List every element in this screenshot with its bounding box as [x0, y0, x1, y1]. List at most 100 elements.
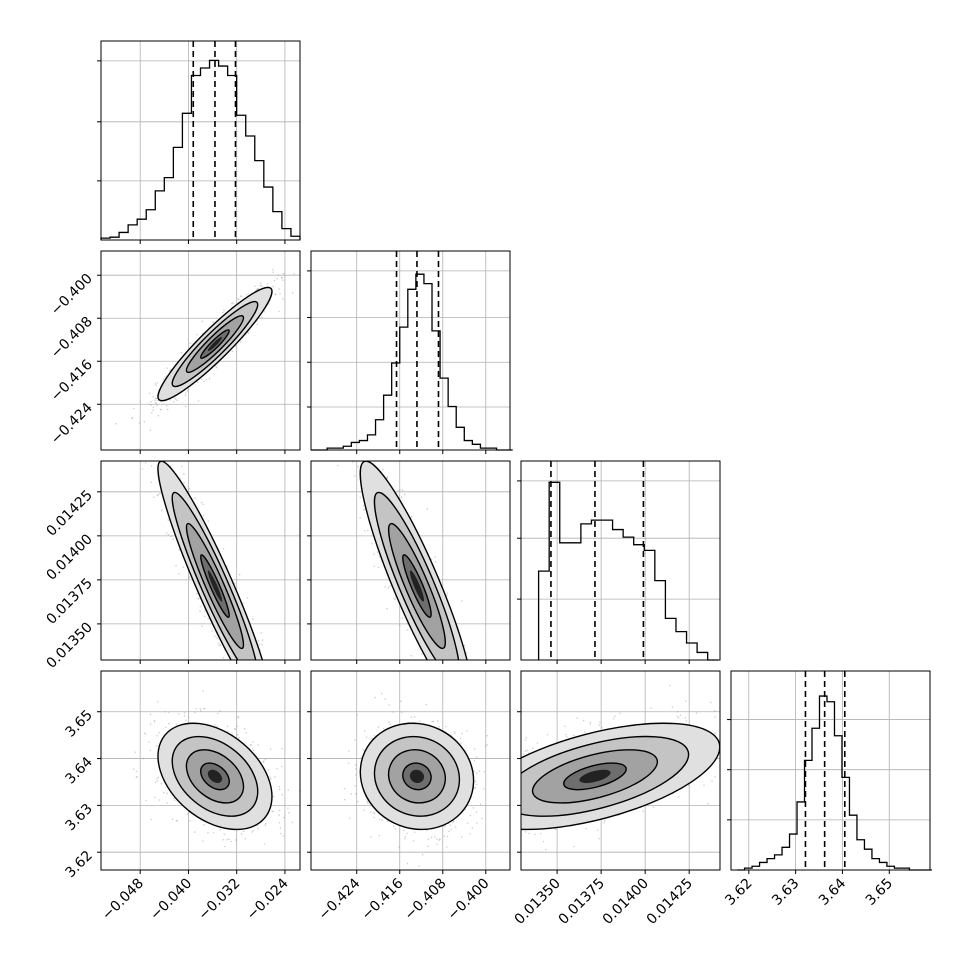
scatter-point: [282, 279, 284, 282]
scatter-point: [281, 793, 284, 796]
scatter-point: [196, 592, 198, 595]
scatter-point: [289, 713, 291, 715]
scatter-point: [215, 365, 217, 367]
scatter-point: [250, 744, 252, 746]
scatter-point: [496, 755, 498, 757]
scatter-point: [149, 749, 152, 752]
scatter-point: [257, 744, 259, 746]
scatter-point: [132, 407, 135, 410]
scatter-point: [389, 723, 392, 726]
scatter-point: [273, 706, 275, 708]
scatter-point: [491, 809, 493, 811]
scatter-point: [476, 693, 478, 695]
scatter-point: [419, 720, 421, 723]
scatter-point: [155, 402, 158, 405]
scatter-point: [434, 704, 436, 706]
scatter-point: [168, 369, 171, 372]
scatter-point: [388, 721, 390, 723]
scatter-point: [260, 673, 262, 675]
scatter-point: [144, 462, 147, 464]
scatter-point: [236, 734, 239, 736]
scatter-point: [139, 400, 142, 403]
scatter-point: [363, 459, 365, 461]
scatter-point: [201, 320, 204, 323]
scatter-point: [475, 719, 477, 721]
scatter-point: [439, 838, 441, 840]
scatter-point: [245, 293, 248, 296]
scatter-point: [161, 509, 163, 512]
scatter-point: [480, 785, 482, 787]
scatter-point: [173, 400, 175, 403]
scatter-point: [354, 764, 357, 766]
scatter-point: [354, 475, 356, 477]
scatter-point: [264, 694, 266, 696]
scatter-point: [267, 687, 269, 689]
scatter-point: [373, 811, 375, 814]
scatter-point: [237, 715, 240, 718]
scatter-point: [202, 690, 205, 692]
scatter-point: [413, 716, 416, 718]
scatter-point: [348, 750, 350, 752]
scatter-point: [441, 666, 443, 668]
scatter-point: [185, 719, 187, 722]
scatter-point: [156, 494, 159, 497]
panel-frame: [310, 250, 511, 451]
scatter-point: [255, 665, 257, 667]
scatter-point: [173, 799, 176, 801]
scatter-point: [430, 836, 433, 839]
scatter-point: [360, 435, 362, 437]
scatter-point: [355, 792, 357, 795]
scatter-point: [534, 833, 536, 836]
scatter-point: [276, 725, 278, 727]
scatter-point: [246, 684, 248, 686]
scatter-point: [400, 700, 402, 703]
scatter-point: [164, 726, 167, 729]
scatter-point: [175, 723, 178, 725]
scatter-point: [234, 582, 236, 585]
scatter-point: [453, 662, 455, 664]
scatter-point: [160, 432, 162, 434]
scatter-point: [252, 618, 254, 620]
scatter-point: [264, 822, 267, 825]
y-tick-label: −0.408: [48, 314, 96, 362]
scatter-point: [709, 701, 712, 704]
scatter-point: [349, 432, 351, 434]
scatter-point: [464, 696, 466, 698]
scatter-point: [389, 585, 391, 588]
scatter-point: [260, 684, 262, 686]
scatter-point: [430, 558, 433, 560]
scatter-point: [458, 662, 460, 664]
scatter-point: [274, 293, 277, 296]
scatter-point: [246, 661, 248, 663]
scatter-point: [463, 850, 465, 852]
scatter-point: [384, 586, 386, 588]
scatter-point: [447, 664, 449, 666]
scatter-point: [150, 404, 153, 406]
scatter-point: [201, 378, 203, 381]
scatter-point: [249, 667, 251, 669]
scatter-point: [265, 687, 267, 689]
scatter-point: [455, 688, 457, 690]
scatter-point: [203, 824, 205, 826]
scatter-point: [257, 683, 259, 685]
scatter-point: [467, 704, 469, 706]
scatter-point: [184, 392, 187, 394]
scatter-point: [162, 791, 165, 794]
scatter-point: [274, 293, 277, 295]
scatter-point: [167, 519, 170, 521]
scatter-point: [165, 532, 168, 534]
scatter-point: [445, 684, 447, 686]
scatter-point: [172, 538, 174, 541]
scatter-point: [260, 632, 263, 634]
scatter-point: [370, 836, 372, 838]
scatter-point: [451, 673, 453, 675]
scatter-point: [131, 417, 133, 420]
scatter-point: [252, 830, 255, 832]
scatter-point: [377, 566, 380, 568]
scatter-point: [436, 838, 438, 840]
scatter-point: [270, 778, 272, 780]
scatter-point: [468, 682, 470, 684]
scatter-point: [261, 639, 264, 641]
scatter-point: [197, 400, 200, 402]
scatter-point: [274, 683, 276, 685]
